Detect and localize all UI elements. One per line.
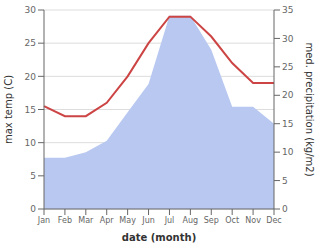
svg-text:10: 10 [25,138,37,148]
svg-text:25: 25 [25,38,36,48]
svg-text:20: 20 [25,72,37,82]
svg-text:35: 35 [282,5,293,15]
svg-text:May: May [119,216,136,225]
svg-text:Aug: Aug [183,216,199,225]
svg-text:max temp (C): max temp (C) [8,75,14,144]
svg-text:30: 30 [282,34,294,44]
svg-text:Jan: Jan [37,216,50,225]
svg-text:15: 15 [25,105,36,115]
svg-text:30: 30 [25,5,37,15]
svg-text:20: 20 [282,90,294,100]
svg-text:Sep: Sep [204,216,219,225]
svg-text:15: 15 [282,119,293,129]
svg-text:date (month): date (month) [122,232,196,243]
svg-text:10: 10 [282,147,294,157]
svg-text:5: 5 [282,176,288,186]
svg-text:med. precipitation (kg/m2): med. precipitation (kg/m2) [304,42,310,176]
svg-text:5: 5 [30,171,36,181]
svg-text:Oct: Oct [225,216,239,225]
svg-text:Nov: Nov [245,216,261,225]
svg-text:Apr: Apr [100,216,115,225]
svg-text:Jun: Jun [141,216,155,225]
svg-text:0: 0 [282,204,288,214]
svg-text:Feb: Feb [58,216,72,225]
svg-text:Mar: Mar [78,216,94,225]
svg-text:Dec: Dec [266,216,281,225]
svg-text:25: 25 [282,62,293,72]
svg-text:0: 0 [30,204,36,214]
svg-text:Jul: Jul [164,216,175,225]
